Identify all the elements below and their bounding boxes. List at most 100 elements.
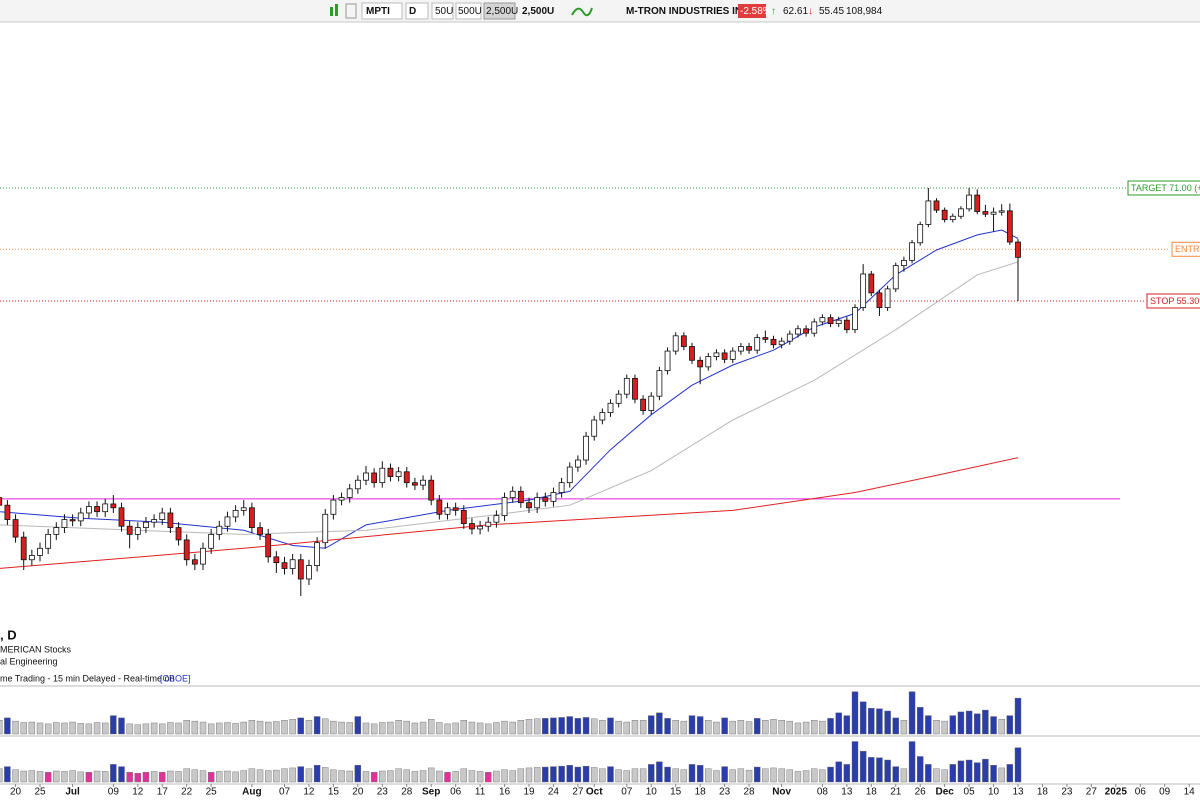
- volume-bar: [403, 720, 410, 735]
- volume-bar: [387, 721, 394, 735]
- size-label[interactable]: 2,500U: [486, 6, 518, 17]
- level-label: STOP 55.30 (-: [1150, 296, 1200, 306]
- candle-body: [411, 482, 418, 486]
- volume-bar: [330, 769, 337, 783]
- candle-body: [232, 509, 239, 518]
- symbol[interactable]: MPTI: [366, 6, 390, 17]
- candle-body: [729, 350, 736, 360]
- volume-bar: [256, 720, 264, 735]
- volume-bar: [1006, 715, 1014, 735]
- x-tick-label: 23: [719, 787, 731, 798]
- x-tick-label: 17: [157, 787, 169, 798]
- volume-bar: [118, 717, 125, 735]
- volume-bar: [101, 722, 109, 735]
- volume-bar: [566, 716, 573, 735]
- volume-bar: [982, 758, 989, 783]
- candle-body: [86, 506, 92, 514]
- volume-bar: [859, 751, 867, 783]
- volume-bar: [615, 769, 622, 783]
- size-button[interactable]: [455, 2, 482, 20]
- x-tick-label: 28: [401, 787, 413, 798]
- candle-body: [330, 499, 337, 515]
- candle-body: [623, 377, 630, 395]
- volume-bar: [273, 769, 280, 783]
- volume-bar: [216, 722, 223, 735]
- x-tick-label: 20: [10, 787, 22, 798]
- x-tick-label: 25: [206, 787, 218, 798]
- volume-bar: [207, 772, 215, 783]
- volume-bar: [965, 710, 973, 735]
- candle-body: [925, 200, 932, 225]
- x-tick-label: 22: [181, 787, 193, 798]
- x-tick-label: 06: [450, 787, 462, 798]
- volume-bar: [150, 722, 158, 735]
- volume-bar: [533, 767, 541, 783]
- size-button[interactable]: [483, 2, 516, 20]
- volume-bar: [387, 770, 394, 783]
- candle-body: [860, 273, 867, 308]
- x-tick-label: 14: [1184, 787, 1196, 798]
- volume-bar: [44, 723, 52, 735]
- size-label[interactable]: 50U: [435, 6, 453, 17]
- volume-bar: [379, 770, 386, 783]
- size-label[interactable]: 500U: [458, 6, 482, 17]
- volume-bar: [729, 769, 736, 783]
- candle-body: [966, 194, 972, 210]
- volume-bar: [12, 769, 19, 783]
- candle-body: [1006, 210, 1013, 243]
- volume-bar: [794, 722, 802, 735]
- volume-bar: [778, 720, 785, 735]
- volume-bar: [623, 721, 630, 735]
- candle-body: [289, 559, 296, 569]
- volume-bar: [990, 765, 997, 783]
- volume-bar: [868, 708, 875, 735]
- size-button[interactable]: [431, 2, 454, 20]
- candle-body: [884, 288, 891, 308]
- x-tick-label: 28: [743, 787, 755, 798]
- volume-bar: [908, 741, 916, 783]
- size-select[interactable]: 2,500U: [522, 6, 554, 17]
- period[interactable]: D: [409, 6, 416, 17]
- candle-body: [428, 479, 435, 501]
- volume-bar: [998, 767, 1005, 783]
- candle-body: [143, 521, 149, 528]
- period-box[interactable]: [405, 2, 429, 20]
- volume-bar: [20, 722, 27, 735]
- candle-body: [387, 467, 394, 477]
- volume-bar: [843, 764, 851, 783]
- volume-bar: [819, 720, 826, 735]
- candle-body: [485, 521, 492, 527]
- x-tick-label: 07: [279, 787, 291, 798]
- volume-bar: [493, 722, 500, 735]
- day-low: 55.45: [819, 6, 844, 17]
- volume-bar: [591, 718, 598, 735]
- chart-style-icon[interactable]: [571, 7, 593, 17]
- volume-bar: [827, 766, 834, 783]
- candle-body: [607, 402, 614, 414]
- volume-bar: [419, 721, 427, 735]
- volume-bar: [566, 765, 573, 783]
- company-name: M-TRON INDUSTRIES INC.: [626, 6, 752, 17]
- symbol-box[interactable]: [361, 2, 403, 20]
- volume-bar: [493, 770, 500, 783]
- volume-bar: [542, 766, 549, 783]
- volume-bar: [949, 764, 956, 783]
- volume-bar: [224, 722, 231, 735]
- volume-bar: [61, 771, 68, 783]
- candle-body: [248, 507, 255, 528]
- candle-body: [990, 211, 997, 215]
- volume-bar: [297, 766, 304, 783]
- volume-bar: [224, 770, 231, 783]
- volume-bar: [150, 771, 158, 783]
- volume-bar: [428, 767, 435, 783]
- volume-bar: [884, 710, 891, 735]
- candle-body: [778, 340, 785, 346]
- candle-body: [819, 317, 826, 323]
- candle-body: [591, 419, 598, 437]
- volume-bar: [917, 707, 924, 735]
- volume-bar: [957, 711, 965, 735]
- level-box: [1171, 241, 1200, 257]
- volume-bar: [126, 772, 133, 783]
- source-link[interactable]: [CBOE]: [160, 673, 191, 683]
- candle-body: [257, 527, 263, 535]
